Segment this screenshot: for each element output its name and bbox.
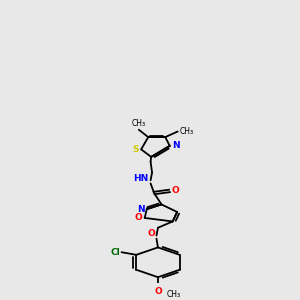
Text: S: S [132,145,139,154]
Text: CH₃: CH₃ [179,127,193,136]
Text: N: N [172,141,180,150]
Text: O: O [135,213,142,222]
Text: O: O [147,229,155,238]
Text: CH₃: CH₃ [167,290,181,299]
Text: HN: HN [133,173,148,182]
Text: N: N [137,205,144,214]
Text: O: O [154,287,162,296]
Text: CH₃: CH₃ [132,119,146,128]
Text: O: O [172,186,179,195]
Text: Cl: Cl [110,248,120,257]
